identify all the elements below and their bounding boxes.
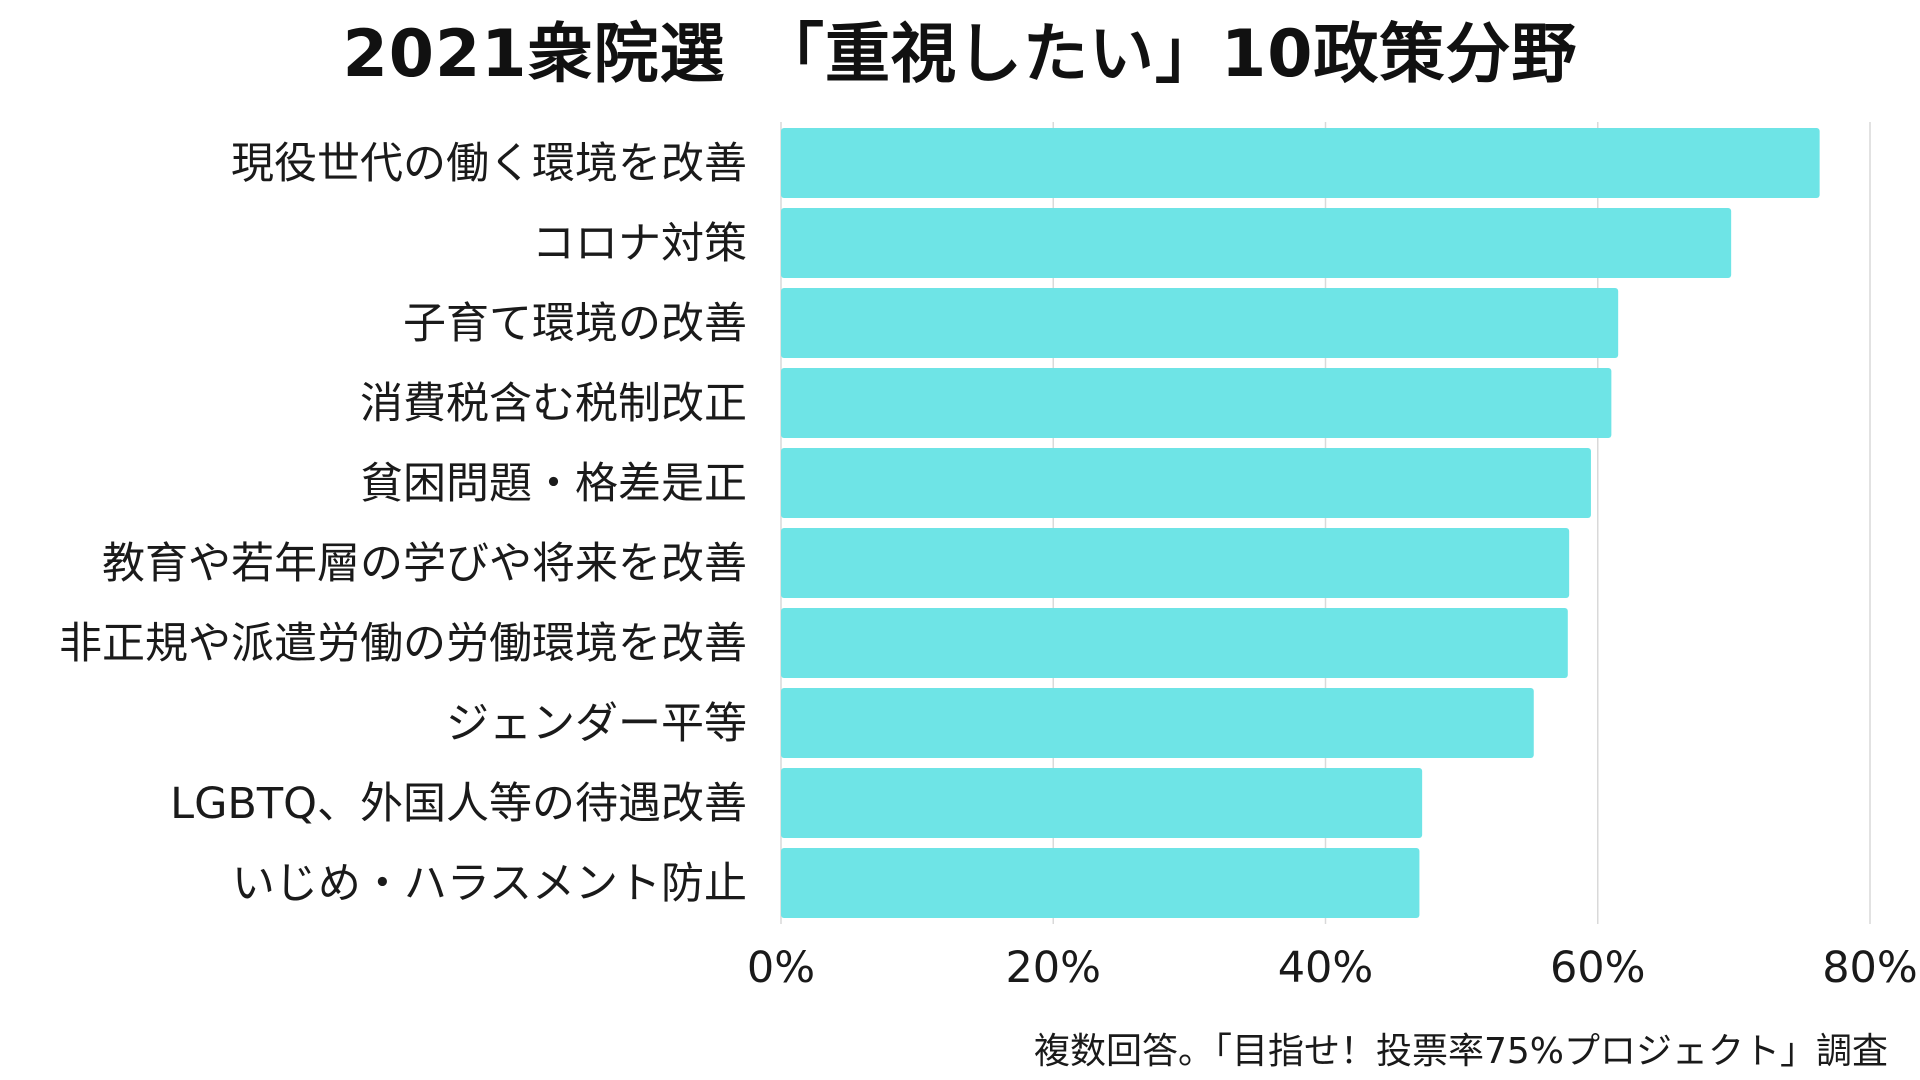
bar [781, 208, 1732, 278]
category-label: 非正規や派遣労働の労働環境を改善 [59, 619, 747, 669]
bar [781, 528, 1570, 598]
source-note: 複数回答。「目指せ！投票率75%プロジェクト」調査 [1033, 1031, 1888, 1072]
category-label: 現役世代の働く環境を改善 [231, 139, 747, 189]
bar [781, 608, 1568, 678]
bar [781, 448, 1591, 518]
x-tick-label: 80% [1822, 943, 1918, 993]
category-label: いじめ・ハラスメント防止 [232, 859, 747, 909]
category-label: LGBTQ、外国人等の待遇改善 [170, 779, 747, 829]
category-label: ジェンダー平等 [446, 699, 747, 749]
category-label: 消費税含む税制改正 [360, 379, 747, 429]
bar [781, 128, 1820, 198]
x-tick-label: 0% [747, 943, 815, 993]
x-tick-label: 20% [1005, 943, 1101, 993]
chart-title: 2021衆院選 「重視したい」10政策分野 [342, 17, 1578, 92]
category-label: 貧困問題・格差是正 [360, 459, 747, 509]
bar [781, 848, 1420, 918]
category-labels: 現役世代の働く環境を改善コロナ対策子育て環境の改善消費税含む税制改正貧困問題・格… [59, 139, 747, 909]
bar [781, 768, 1423, 838]
bars [781, 128, 1820, 918]
category-label: コロナ対策 [532, 219, 747, 269]
category-label: 子育て環境の改善 [403, 299, 747, 349]
bar [781, 288, 1619, 358]
x-tick-label: 40% [1278, 943, 1374, 993]
x-axis-ticks: 0% 20% 40% 60% 80% [747, 943, 1918, 993]
bar [781, 368, 1612, 438]
bar [781, 688, 1534, 758]
category-label: 教育や若年層の学びや将来を改善 [102, 539, 747, 589]
x-tick-label: 60% [1550, 943, 1646, 993]
